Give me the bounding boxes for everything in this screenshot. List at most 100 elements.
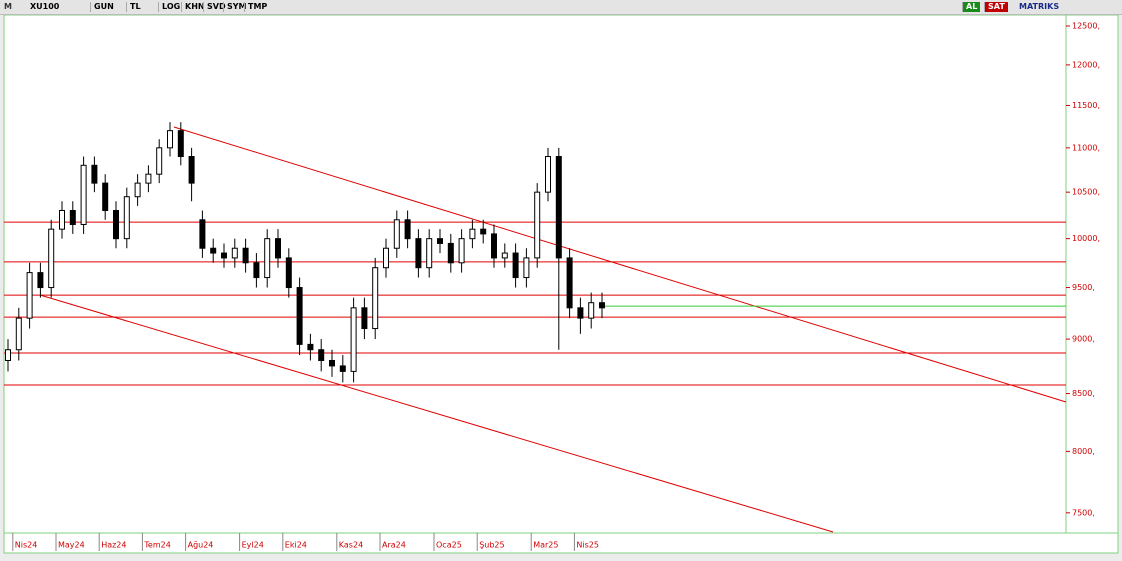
y-tick-label: 10500,: [1072, 188, 1100, 197]
candle-body: [555, 156, 562, 259]
x-tick-label: Nis24: [15, 541, 38, 550]
candle-body: [393, 219, 400, 249]
y-tick-label: 11000,: [1072, 143, 1100, 152]
candle-body: [329, 359, 335, 367]
candle-body: [5, 349, 11, 361]
y-tick-label: 11500,: [1072, 101, 1100, 110]
action-button[interactable]: SAT: [984, 2, 1008, 12]
candle-body: [480, 228, 487, 235]
x-tick-label: Şub25: [479, 541, 504, 550]
candle-body: [512, 252, 519, 279]
candle-body: [469, 228, 476, 240]
y-tick-label: 8000,: [1072, 447, 1095, 456]
candle-body: [491, 233, 497, 259]
candle-body: [545, 156, 551, 193]
candle-body: [501, 252, 508, 259]
candle-body: [167, 130, 173, 149]
plot-area: [3, 14, 1067, 534]
x-tick-label: Eyl24: [242, 541, 264, 550]
toolbar-button[interactable]: SYM: [223, 2, 250, 12]
candle-body: [458, 238, 465, 264]
x-tick-label: Eki24: [285, 541, 307, 550]
toolbar-button[interactable]: TMP: [244, 2, 270, 12]
candle-body: [242, 247, 249, 264]
candle-body: [59, 209, 65, 230]
candle-body: [26, 272, 33, 319]
candle-body: [372, 267, 379, 330]
candle-body: [69, 209, 76, 225]
toolbar-button[interactable]: SVD: [203, 2, 229, 12]
y-tick-label: 10000,: [1072, 234, 1100, 243]
candle-body: [15, 317, 22, 351]
trend-line: [173, 126, 1067, 403]
x-tick-label: Tem24: [143, 541, 170, 550]
candle-body: [221, 252, 227, 259]
candle-body: [383, 247, 389, 269]
x-tick-label: Ağu24: [188, 541, 214, 550]
candle-body: [296, 287, 303, 345]
candle-body: [415, 238, 422, 269]
candle-body: [156, 147, 163, 175]
candle-body: [523, 257, 530, 279]
y-tick-label: 12500,: [1072, 21, 1100, 30]
candle-body: [404, 219, 411, 240]
candle-body: [253, 262, 260, 279]
candle-body: [91, 164, 98, 184]
candle-body: [113, 209, 119, 240]
candle-body: [588, 302, 595, 319]
candle-body: [350, 307, 357, 372]
x-tick-label: May24: [58, 541, 85, 550]
candle-body: [264, 238, 271, 279]
candle-body: [210, 247, 217, 254]
candle-body: [577, 307, 584, 319]
logo: M: [4, 2, 12, 11]
candle-body: [447, 242, 454, 264]
brand: MATRIKS: [1019, 2, 1060, 11]
x-tick-label: Kas24: [339, 541, 363, 550]
candle-body: [599, 302, 605, 309]
y-tick-label: 9500,: [1072, 283, 1095, 292]
x-tick-label: Haz24: [101, 541, 126, 550]
toolbar-button[interactable]: LOG: [158, 2, 183, 12]
y-tick-label: 12000,: [1072, 60, 1100, 69]
candle-body: [123, 196, 130, 240]
trend-line: [39, 294, 834, 533]
candle-body: [199, 219, 206, 249]
candle-body: [48, 228, 55, 289]
toolbar-button[interactable]: TL: [126, 2, 144, 12]
candle-body: [102, 182, 109, 211]
candle-body: [37, 272, 44, 289]
toolbar-button[interactable]: KHN: [181, 2, 208, 12]
x-tick-label: Ara24: [382, 541, 406, 550]
candle-body: [134, 182, 141, 198]
candle-body: [275, 238, 281, 259]
candle-body: [426, 238, 433, 269]
candle-body: [188, 156, 195, 184]
axis-area: [1065, 14, 1119, 534]
candle-body: [566, 257, 573, 309]
candle-body: [145, 173, 152, 184]
candle-body: [339, 365, 346, 372]
action-button[interactable]: AL: [962, 2, 981, 12]
y-tick-label: 9000,: [1072, 335, 1095, 344]
candle-body: [361, 307, 368, 330]
y-tick-label: 8500,: [1072, 389, 1095, 398]
toolbar-button[interactable]: GUN: [90, 2, 117, 12]
candle-body: [307, 343, 314, 351]
candle-body: [318, 349, 325, 361]
x-tick-label: Mar25: [533, 541, 558, 550]
candle-body: [177, 130, 184, 158]
symbol[interactable]: XU100: [30, 2, 60, 11]
y-tick-label: 7500,: [1072, 508, 1095, 517]
candle-body: [534, 191, 541, 259]
candle-body: [231, 247, 238, 259]
x-tick-label: Oca25: [436, 541, 462, 550]
toolbar: M XU100 MATRIKS GUN TL LOG KHN SVD SYM TMP AL SA…: [0, 0, 1122, 15]
candle-body: [285, 257, 292, 289]
x-axis-area: [3, 532, 1119, 554]
candle-body: [80, 164, 87, 225]
candle-body: [437, 238, 443, 244]
x-tick-label: Nis25: [576, 541, 599, 550]
